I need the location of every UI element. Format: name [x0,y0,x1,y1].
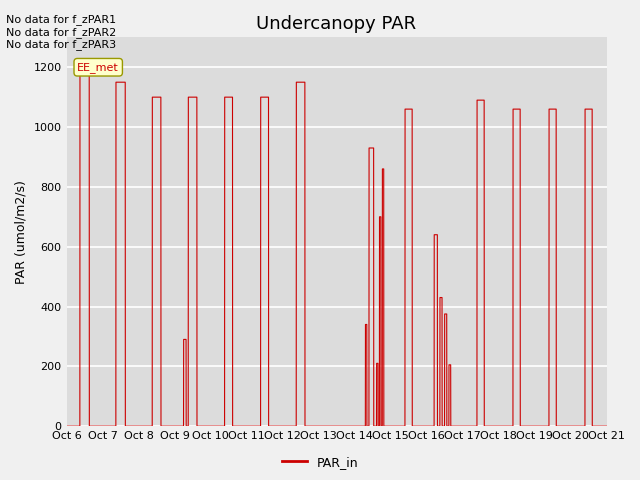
Text: No data for f_zPAR1
No data for f_zPAR2
No data for f_zPAR3: No data for f_zPAR1 No data for f_zPAR2 … [6,14,116,50]
Text: EE_met: EE_met [77,62,119,72]
Y-axis label: PAR (umol/m2/s): PAR (umol/m2/s) [15,180,28,284]
Title: Undercanopy PAR: Undercanopy PAR [257,15,417,33]
Legend: PAR_in: PAR_in [276,451,364,474]
